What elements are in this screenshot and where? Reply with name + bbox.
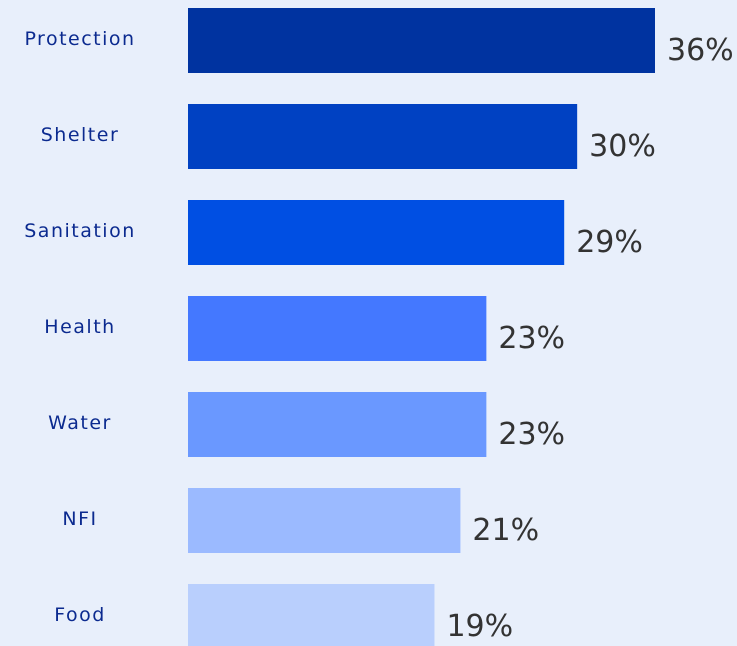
category-label: Health (44, 316, 115, 338)
category-label: NFI (62, 508, 97, 530)
value-label: 36% (667, 33, 734, 68)
category-label: Sanitation (24, 220, 136, 242)
value-label: 23% (498, 321, 565, 356)
value-label: 29% (576, 225, 643, 260)
category-label: Protection (24, 28, 135, 50)
bar (188, 296, 487, 361)
value-label: 21% (472, 513, 539, 548)
value-label: 19% (446, 609, 513, 644)
bar (188, 392, 487, 457)
bar (188, 8, 655, 73)
bar (188, 488, 461, 553)
bar (188, 584, 435, 646)
category-label: Shelter (41, 124, 120, 146)
bar (188, 200, 565, 265)
bar (188, 104, 578, 169)
value-label: 23% (498, 417, 565, 452)
value-label: 30% (589, 129, 656, 164)
category-label: Water (48, 412, 112, 434)
category-label: Food (54, 604, 106, 626)
